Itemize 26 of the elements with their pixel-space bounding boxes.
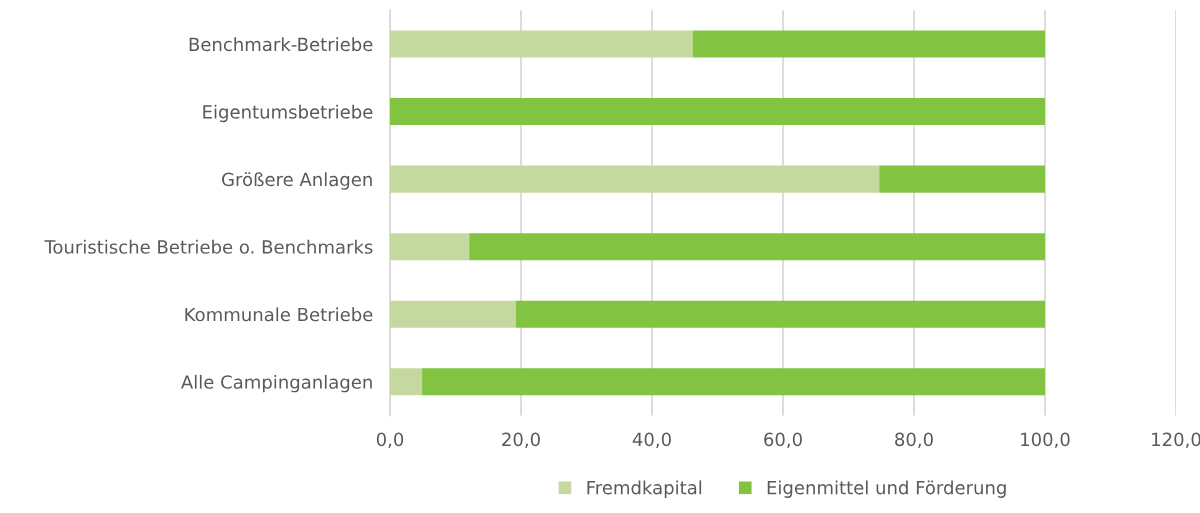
bar (390, 300, 516, 328)
x-tick-label: 40,0 (632, 432, 671, 449)
bar (692, 30, 1045, 58)
bar (390, 368, 423, 396)
x-tick-label: 100,0 (1021, 432, 1070, 449)
y-tick-label: Eigentumsbetriebe (203, 104, 373, 123)
bar (390, 30, 693, 58)
legend-label: Eigenmittel und Förderung (767, 480, 1006, 498)
bar (390, 165, 880, 193)
x-tick-label: 0,0 (376, 432, 404, 449)
y-tick-label: Touristische Betriebe o. Benchmarks (44, 239, 373, 254)
bar (390, 98, 1045, 126)
bar (422, 368, 1045, 396)
legend-label: Fremdkapital (587, 480, 702, 498)
x-tick-label: 60,0 (764, 432, 802, 449)
bar (879, 165, 1045, 193)
y-tick-label: Benchmark-Betriebe (189, 37, 373, 52)
y-tick-label: Alle Campinganlagen (181, 374, 372, 393)
bar (469, 233, 1045, 261)
y-tick-label: Größere Anlagen (222, 172, 372, 190)
bar (515, 300, 1045, 328)
bar (390, 233, 470, 261)
x-tick-label: 120,0 (1152, 432, 1200, 449)
x-tick-label: 80,0 (895, 432, 933, 449)
y-tick-label: Kommunale Betriebe (185, 307, 373, 322)
x-tick-label: 20,0 (502, 432, 540, 449)
